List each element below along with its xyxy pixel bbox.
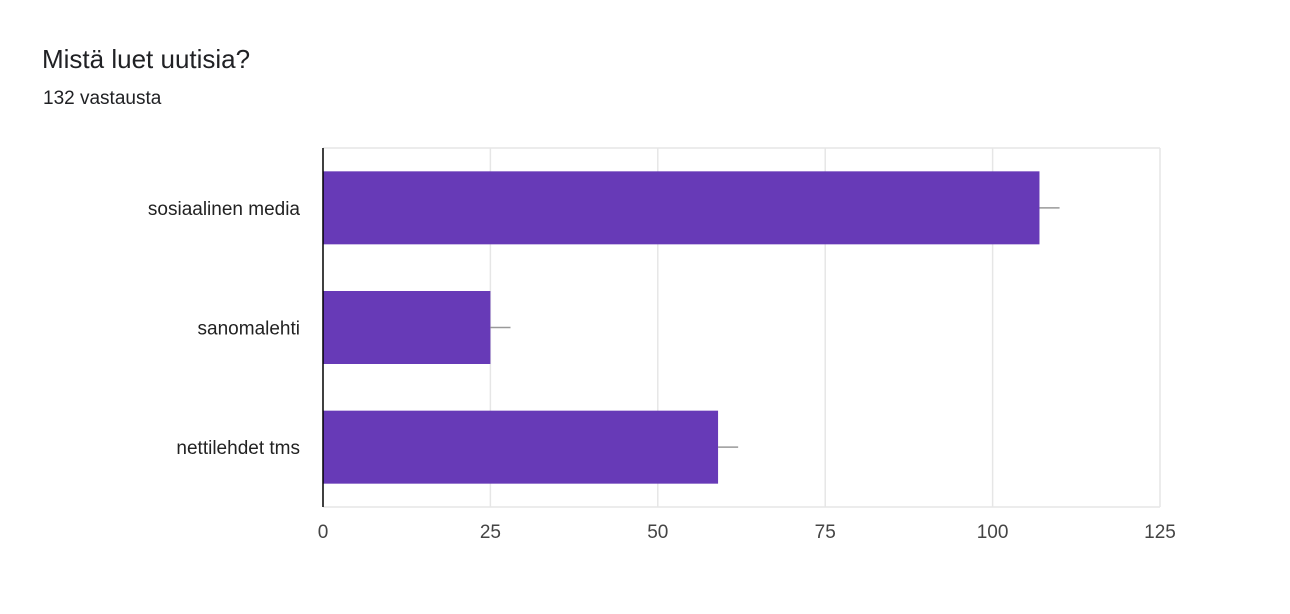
- bar: [323, 171, 1040, 245]
- bar: [323, 410, 719, 484]
- category-label: nettilehdet tms: [176, 438, 300, 459]
- x-tick-label: 50: [647, 522, 668, 543]
- category-label: sosiaalinen media: [148, 199, 301, 220]
- response-count: 132 vastausta: [43, 88, 162, 109]
- bar: [323, 291, 491, 364]
- x-tick-label: 25: [480, 522, 501, 543]
- x-tick-label: 125: [1144, 522, 1176, 543]
- x-tick-label: 0: [318, 522, 329, 543]
- category-label: sanomalehti: [198, 319, 300, 340]
- x-tick-label: 75: [815, 522, 836, 543]
- x-tick-label: 100: [977, 522, 1009, 543]
- chart-title: Mistä luet uutisia?: [42, 44, 251, 74]
